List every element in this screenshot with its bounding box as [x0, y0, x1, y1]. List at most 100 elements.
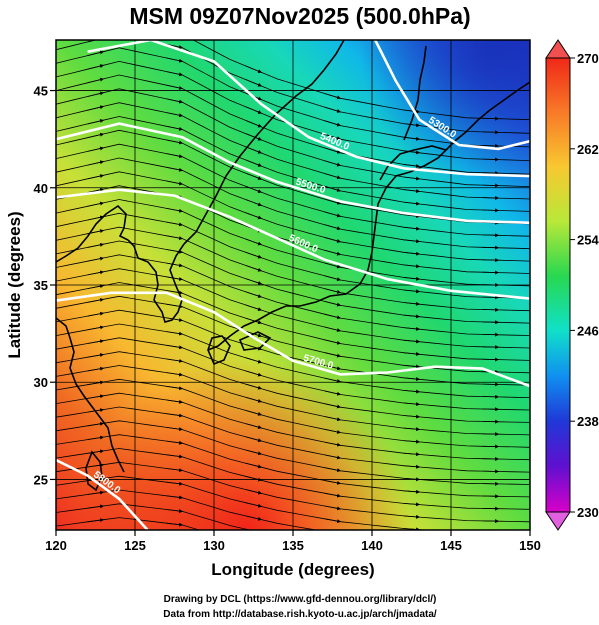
- streamline-arrow: [166, 509, 184, 514]
- streamline-arrow: [87, 353, 105, 358]
- streamline-arrow: [87, 339, 105, 344]
- coast-sakhalin: [403, 45, 427, 141]
- streamline-arrow: [403, 189, 421, 194]
- streamline-arrow: [403, 452, 421, 457]
- streamline-arrow: [245, 436, 263, 443]
- streamline-arrow: [324, 313, 342, 320]
- streamline-arrow: [166, 481, 184, 486]
- x-tick-label: 125: [124, 538, 146, 553]
- streamline-arrow: [245, 199, 263, 207]
- streamline-arrow: [245, 291, 263, 298]
- streamline-arrow: [245, 79, 263, 87]
- streamline-arrow: [246, 543, 262, 547]
- colorbar-tick-label: 246: [577, 323, 599, 338]
- streamline-arrow: [166, 344, 184, 350]
- streamline-arrow: [166, 166, 184, 172]
- streamline-arrow: [166, 399, 184, 404]
- y-tick-label: 45: [34, 84, 48, 99]
- streamline-arrow: [245, 265, 263, 272]
- streamline-arrow: [324, 160, 342, 167]
- streamline-arrow: [324, 133, 342, 141]
- coast-russia: [183, 40, 345, 245]
- coast-kyushu: [207, 335, 231, 366]
- contour-line: [56, 291, 530, 388]
- streamline-arrow: [403, 289, 421, 294]
- coast-china: [56, 204, 129, 473]
- streamline-arrow: [324, 377, 342, 383]
- streamline-arrow: [403, 377, 421, 382]
- streamline-arrow: [404, 567, 420, 568]
- streamline-arrow: [404, 541, 420, 542]
- streamline-arrow: [403, 301, 421, 306]
- streamline-arrow: [403, 201, 421, 206]
- streamline-arrow: [87, 394, 105, 399]
- streamline-arrow: [166, 249, 184, 254]
- streamline-arrow: [166, 208, 184, 213]
- streamline-arrow: [403, 389, 421, 394]
- streamline-arrow: [166, 427, 184, 432]
- streamline-arrow: [403, 514, 421, 519]
- streamline-arrow: [166, 235, 184, 241]
- streamline-arrow: [87, 284, 105, 290]
- streamline-arrow: [324, 185, 342, 192]
- streamline-arrow: [324, 352, 342, 358]
- streamline-arrow: [324, 416, 342, 422]
- streamline-arrow: [324, 288, 342, 294]
- axis-ticks: 120 125 130 135 140 145 150 25 30 35 40 45: [34, 84, 541, 553]
- streamline-arrow: [324, 518, 342, 524]
- credit-line-2: Data from http://database.rish.kyoto-u.a…: [163, 609, 437, 620]
- y-tick-label: 35: [34, 278, 48, 293]
- streamline-arrow: [245, 238, 263, 246]
- streamline-arrow: [403, 439, 421, 444]
- streamline-arrow: [403, 489, 421, 494]
- streamline-arrow: [245, 410, 263, 416]
- streamline-arrow: [403, 427, 421, 432]
- streamline-arrow: [87, 40, 105, 43]
- streamline-arrow: [324, 480, 342, 485]
- streamline-arrow: [87, 297, 105, 303]
- streamline-arrow: [87, 77, 105, 84]
- coast-taiwan: [85, 450, 103, 492]
- streamline-arrow: [403, 251, 421, 256]
- colorbar-tick-label: 262: [577, 142, 599, 157]
- streamline-arrow: [166, 125, 184, 131]
- colorbar-tick-label: 254: [577, 233, 599, 248]
- streamline-arrow: [87, 504, 105, 509]
- streamline-arrow: [245, 304, 263, 311]
- streamline-arrow: [166, 57, 184, 63]
- streamline-arrow: [87, 366, 105, 372]
- streamline-arrow: [324, 249, 342, 256]
- credit-line-1: Drawing by DCL (https://www.gfd-dennou.o…: [164, 594, 437, 605]
- streamline-arrow: [87, 174, 105, 180]
- streamline-arrow: [166, 112, 184, 118]
- streamline-arrow: [166, 495, 184, 500]
- streamline-arrow: [166, 372, 184, 377]
- y-tick-label: 25: [34, 472, 48, 487]
- streamline-arrow: [403, 364, 421, 369]
- streamline-arrow: [166, 440, 184, 445]
- x-tick-label: 145: [440, 538, 462, 553]
- streamline-arrow: [245, 515, 263, 521]
- y-tick-label: 40: [34, 181, 48, 196]
- streamline-arrow: [403, 276, 421, 281]
- streamline-arrow: [324, 301, 342, 307]
- streamline-arrow: [87, 50, 105, 56]
- y-axis-label: Latitude (degrees): [5, 211, 24, 358]
- streamline-arrow: [324, 467, 342, 473]
- streamline-arrow: [166, 98, 184, 104]
- streamline-arrow: [403, 326, 421, 331]
- streamline-arrow: [166, 153, 184, 159]
- x-tick-label: 135: [282, 538, 304, 553]
- streamline-arrow: [245, 212, 263, 220]
- streamline-arrow: [166, 522, 184, 527]
- streamline-arrow: [324, 403, 342, 409]
- streamline-arrow: [166, 276, 184, 281]
- streamline-arrow: [403, 464, 421, 469]
- streamline-arrow: [325, 532, 341, 535]
- streamline-arrow: [87, 421, 105, 427]
- streamline-arrow: [245, 106, 263, 114]
- streamline-arrow: [324, 173, 342, 180]
- streamline-arrow: [403, 136, 421, 141]
- streamline-arrow: [87, 132, 105, 139]
- streamline-arrow: [166, 358, 184, 363]
